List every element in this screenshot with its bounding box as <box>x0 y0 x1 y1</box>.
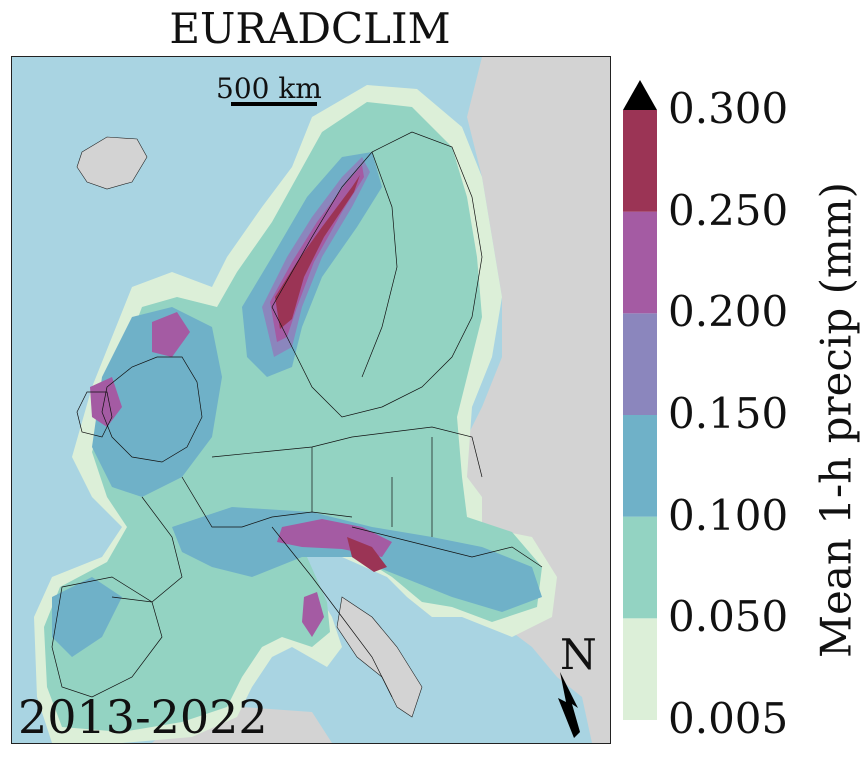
coverage-bin-3-central <box>172 507 542 612</box>
colorbar-bin <box>623 110 657 212</box>
north-arrow-icon <box>552 668 588 744</box>
period-label: 2013-2022 <box>18 690 268 744</box>
colorbar-tick-label: 0.300 <box>668 84 789 133</box>
norway-coast-max <box>275 175 360 329</box>
colorbar-canvas <box>623 80 657 720</box>
colorbar-bin <box>623 313 657 415</box>
scale-bar <box>231 102 317 106</box>
scotland-high <box>152 312 190 357</box>
precipitation-map <box>11 56 611 744</box>
north-label: N <box>560 630 597 679</box>
colorbar-bin <box>623 618 657 720</box>
colorbar-bin <box>623 211 657 314</box>
colorbar-tick-label: 0.250 <box>668 185 789 235</box>
coverage-bin-3-iberia <box>52 577 122 657</box>
colorbar-extend-arrow <box>623 80 657 110</box>
iceland <box>76 136 148 190</box>
dinaric-high <box>347 537 387 572</box>
map-canvas <box>12 57 610 743</box>
colorbar-bin <box>623 415 657 517</box>
colorbar <box>623 78 657 720</box>
colorbar-bin <box>623 516 657 619</box>
colorbar-label: Mean 1-h precip (mm) <box>811 181 861 659</box>
country-borders <box>51 131 543 698</box>
colorbar-tick-label: 0.200 <box>668 287 789 337</box>
colorbar-tick-label: 0.050 <box>668 592 789 642</box>
scale-bar-label: 500 km <box>216 72 322 105</box>
ireland-west-high <box>90 377 122 427</box>
map-title: EURADCLIM <box>169 4 451 53</box>
italy-south <box>336 596 423 718</box>
colorbar-tick-label: 0.150 <box>668 389 789 438</box>
colorbar-tick-label: 0.100 <box>668 490 789 540</box>
corsica-high <box>302 592 324 637</box>
colorbar-tick-label: 0.005 <box>668 694 789 743</box>
